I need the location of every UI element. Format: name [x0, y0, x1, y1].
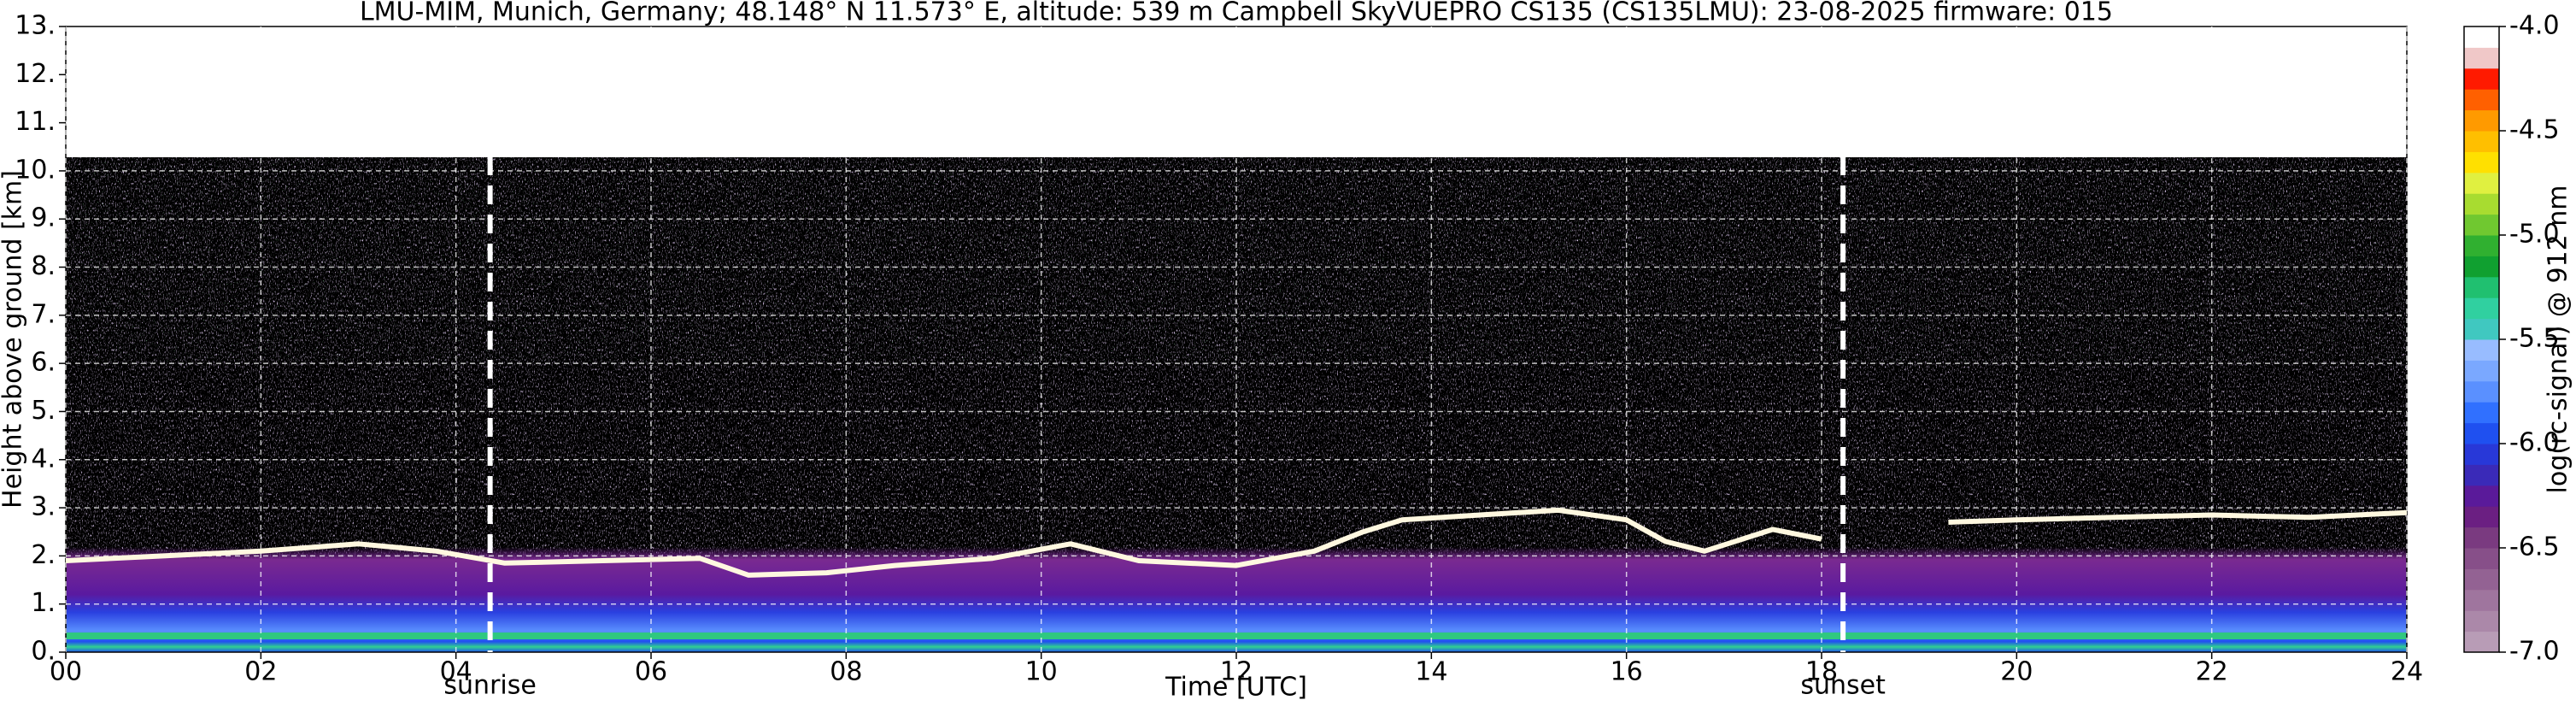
- x-tick-label: 00: [50, 657, 82, 687]
- colorbar-swatch: [2464, 485, 2499, 507]
- x-tick-label: 12: [1220, 657, 1253, 687]
- y-tick-label: 12.: [15, 59, 56, 89]
- colorbar-swatch: [2464, 89, 2499, 111]
- colorbar-swatch: [2464, 47, 2499, 69]
- colorbar-swatch: [2464, 131, 2499, 152]
- colorbar-swatch: [2464, 214, 2499, 236]
- x-tick-label: 16: [1611, 657, 1643, 687]
- colorbar-swatch: [2464, 318, 2499, 340]
- x-tick-label: 08: [830, 657, 862, 687]
- colorbar-swatch: [2464, 193, 2499, 215]
- colorbar-tick-label: -4.0: [2509, 11, 2560, 41]
- x-tick-label: 18: [1805, 657, 1838, 687]
- y-tick-label: 7.: [31, 299, 56, 329]
- colorbar-tick-label: -5.0: [2509, 220, 2560, 250]
- y-tick-label: 8.: [31, 251, 56, 281]
- colorbar-swatch: [2464, 26, 2499, 48]
- x-axis-label: Time [UTC]: [1165, 673, 1307, 703]
- layer-line: [66, 507, 2407, 578]
- y-axis-label: Height above ground [km]: [0, 170, 28, 509]
- y-tick-label: 3.: [31, 492, 56, 522]
- x-tick-label: 24: [2391, 657, 2423, 687]
- colorbar-swatch: [2464, 610, 2499, 632]
- x-tick-label: 02: [244, 657, 277, 687]
- colorbar-swatch: [2464, 235, 2499, 256]
- colorbar-swatch: [2464, 109, 2499, 132]
- colorbar-swatch: [2464, 276, 2499, 298]
- chart-title: LMU-MIM, Munich, Germany; 48.148° N 11.5…: [360, 0, 2113, 27]
- colorbar-tick-label: -5.5: [2509, 324, 2560, 354]
- y-tick-label: 0.: [31, 637, 56, 667]
- x-tick-label: 22: [2196, 657, 2228, 687]
- annotation-label: sunset: [1800, 671, 1886, 701]
- y-tick-label: 5.: [31, 396, 56, 426]
- colorbar-swatch: [2464, 380, 2499, 403]
- colorbar-swatch: [2464, 256, 2499, 278]
- y-tick-label: 11.: [15, 107, 56, 137]
- y-tick-label: 4.: [31, 444, 56, 474]
- y-tick-label: 6.: [31, 348, 56, 378]
- colorbar-swatch: [2464, 444, 2499, 465]
- colorbar-swatch: [2464, 548, 2499, 569]
- colorbar-swatch: [2464, 589, 2499, 611]
- colorbar-swatch: [2464, 151, 2499, 174]
- colorbar-swatch: [2464, 172, 2499, 194]
- colorbar-swatch: [2464, 464, 2499, 486]
- colorbar-swatch: [2464, 631, 2499, 653]
- y-tick-label: 2.: [31, 540, 56, 570]
- colorbar-tick-label: -4.5: [2509, 115, 2560, 145]
- colorbar-swatch: [2464, 68, 2499, 90]
- colorbar-swatch: [2464, 402, 2499, 424]
- colorbar-tick-label: -6.5: [2509, 532, 2560, 562]
- colorbar-swatch: [2464, 422, 2499, 444]
- colorbar-swatch: [2464, 297, 2499, 320]
- x-tick-label: 10: [1025, 657, 1058, 687]
- x-tick-label: 06: [635, 657, 667, 687]
- annotation-label: sunrise: [443, 671, 536, 701]
- y-tick-label: 1.: [31, 588, 56, 618]
- x-tick-label: 20: [2000, 657, 2033, 687]
- colorbar-swatch: [2464, 506, 2499, 528]
- colorbar-swatch: [2464, 527, 2499, 549]
- y-tick-label: 13.: [15, 11, 56, 41]
- colorbar-swatch: [2464, 339, 2499, 361]
- y-tick-label: 10.: [15, 155, 56, 185]
- colorbar-label: log(rc-signal) @ 912 nm: [2544, 185, 2573, 494]
- x-tick-label: 14: [1415, 657, 1447, 687]
- y-tick-label: 9.: [31, 203, 56, 233]
- x-tick-label: 04: [440, 657, 472, 687]
- colorbar-tick-label: -6.0: [2509, 428, 2560, 458]
- colorbar-tick-label: -7.0: [2509, 637, 2560, 667]
- colorbar-swatch: [2464, 568, 2499, 591]
- colorbar-swatch: [2464, 360, 2499, 382]
